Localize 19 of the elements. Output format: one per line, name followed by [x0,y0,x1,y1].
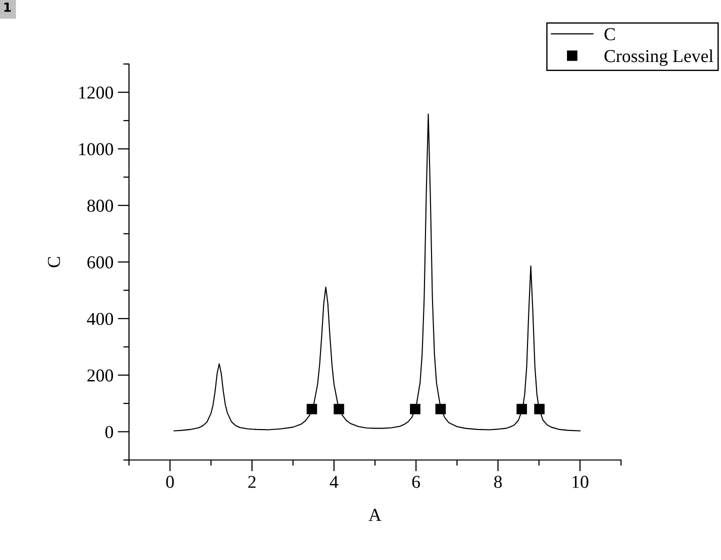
text: 1 [4,2,11,12]
line-series [174,114,581,432]
x-axis-title: A [368,508,382,521]
legend-label: C [604,28,615,40]
y-tick-label: 1000 [79,143,114,156]
x-tick-label: 2 [248,476,256,488]
y-tick-label: 400 [86,312,114,326]
x-tick-label: 10 [572,476,588,488]
y-tick-label: 1200 [79,86,114,99]
x-tick-label: 0 [166,476,174,488]
y-axis-title: C [48,256,60,268]
y-tick-label: 0 [105,426,114,438]
x-tick-label: 6 [412,476,420,488]
y-tick-label: 200 [87,369,114,382]
y-tick-label: 800 [87,200,114,212]
x-tick-label: 8 [494,476,502,488]
x-tick-label: 4 [330,476,338,488]
legend-label: Crossing Level [604,49,714,66]
y-tick-label: 600 [87,256,114,268]
